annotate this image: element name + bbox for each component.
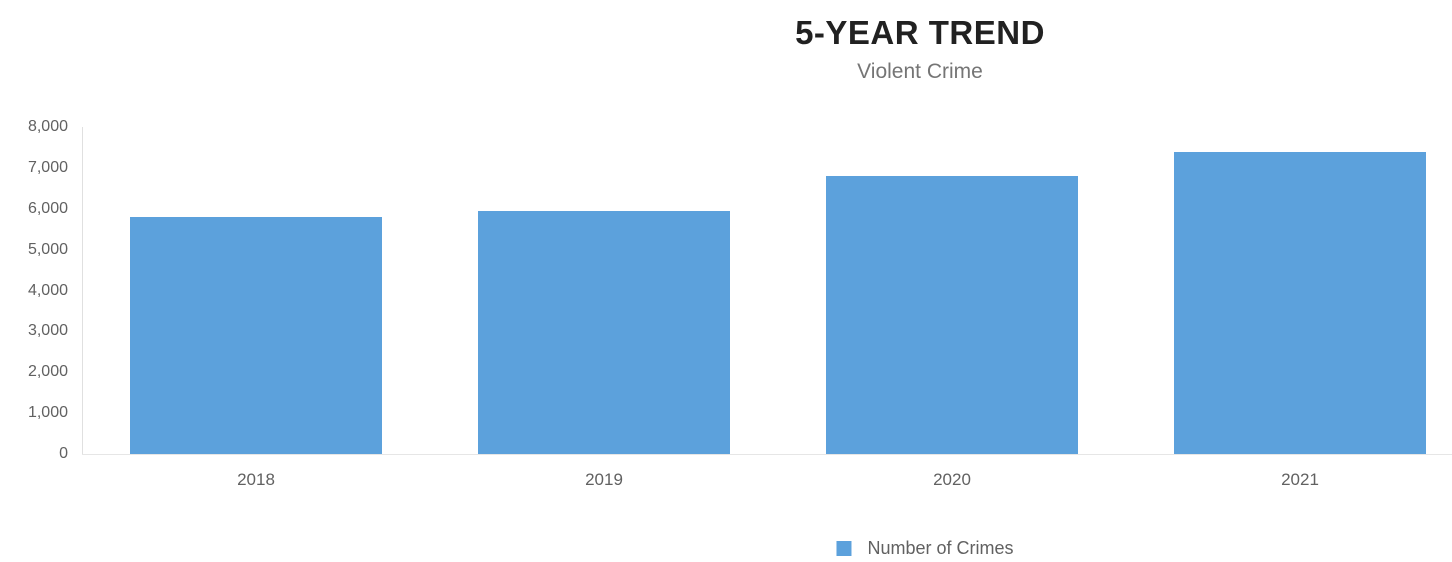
y-axis-line [82, 127, 83, 454]
x-tick-label-2021: 2021 [1281, 470, 1319, 489]
chart-title: 5-YEAR TREND [795, 14, 1045, 51]
chart-subtitle: Violent Crime [857, 60, 983, 83]
y-tick-label-2000: 2,000 [27, 363, 68, 381]
bar-2019[interactable] [478, 210, 730, 454]
x-axis-baseline [82, 454, 1452, 455]
y-tick-label-6000: 6,000 [27, 199, 68, 217]
y-tick-label-5000: 5,000 [27, 240, 68, 258]
y-tick-label-3000: 3,000 [27, 322, 68, 340]
bar-2020[interactable] [826, 176, 1078, 454]
bar-2021[interactable] [1174, 151, 1426, 454]
y-tick-label-8000: 8,000 [27, 118, 68, 135]
chart-legend[interactable]: Number of Crimes [836, 538, 1014, 559]
y-tick-label-1000: 1,000 [27, 404, 68, 422]
y-tick-label-4000: 4,000 [27, 281, 68, 299]
legend-label: Number of Crimes [867, 538, 1014, 558]
x-tick-label-2020: 2020 [933, 470, 971, 489]
x-tick-label-2019: 2019 [585, 470, 623, 489]
x-tick-label-2018: 2018 [237, 470, 275, 489]
y-tick-label-7000: 7,000 [27, 158, 68, 176]
legend-swatch-icon [836, 541, 852, 556]
bar-2018[interactable] [130, 216, 382, 454]
y-tick-label-0: 0 [59, 445, 68, 462]
